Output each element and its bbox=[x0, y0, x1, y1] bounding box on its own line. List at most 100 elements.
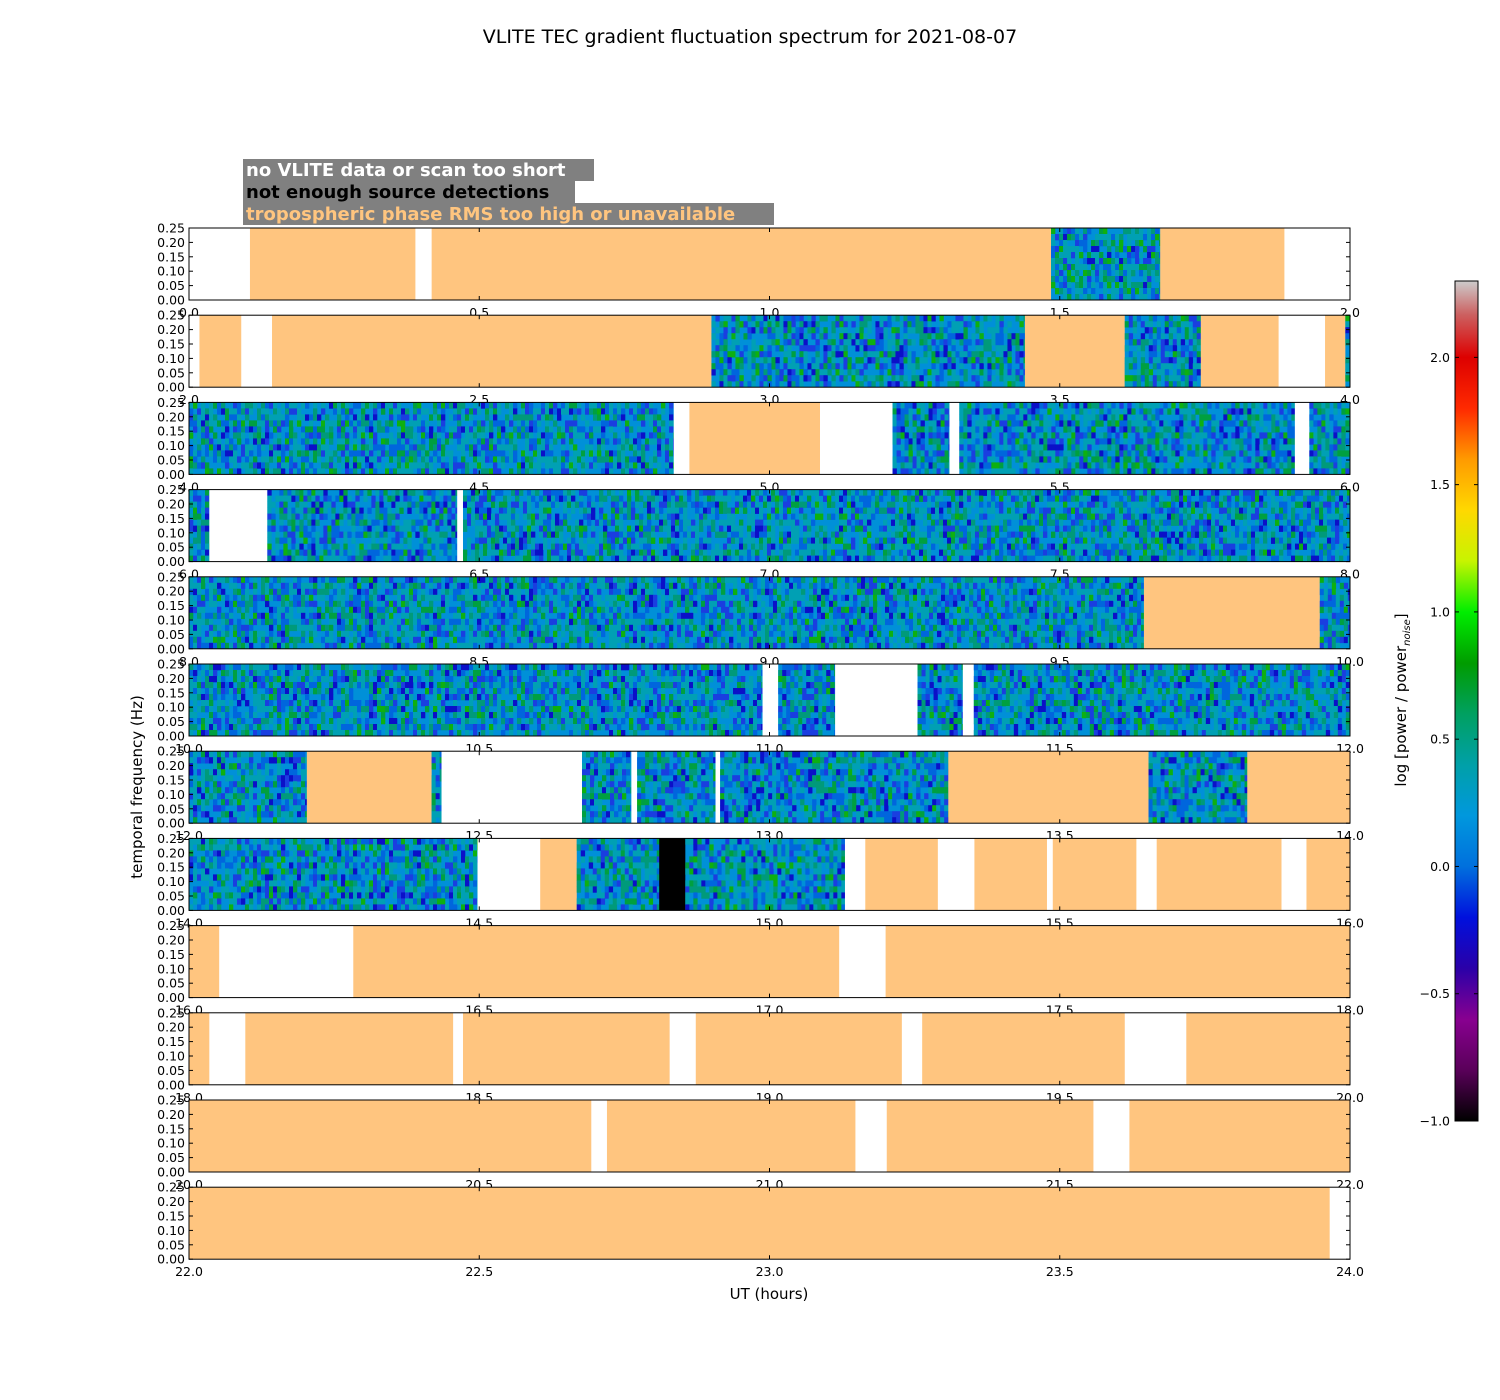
segment-no-data bbox=[855, 1100, 888, 1172]
segment-no-data bbox=[477, 838, 541, 911]
y-tick-label: 0.00 bbox=[157, 1077, 185, 1092]
y-tick-label: 0.15 bbox=[157, 685, 185, 700]
y-tick-label: 0.05 bbox=[157, 627, 185, 642]
panel-4: 0.000.050.100.150.200.256.0 6.5 7.0 7.5 8.0 bbox=[157, 482, 1360, 581]
segment-tropo bbox=[1156, 838, 1282, 911]
segment-tropo bbox=[1247, 751, 1350, 824]
y-tick-label: 0.15 bbox=[157, 947, 185, 962]
y-tick-label: 0.15 bbox=[157, 1209, 185, 1224]
segment-tropo bbox=[1186, 1012, 1350, 1085]
segment-no-data bbox=[835, 664, 918, 736]
y-tick-label: 0.20 bbox=[157, 1020, 185, 1035]
y-tick-label: 0.05 bbox=[157, 889, 185, 904]
y-tick-label: 0.10 bbox=[157, 525, 185, 540]
segment-no-data bbox=[949, 402, 960, 475]
colorbar-tick-label: 2.0 bbox=[1430, 350, 1450, 365]
segment-no-data bbox=[937, 838, 975, 911]
x-tick-label: 23.5 bbox=[1046, 1264, 1074, 1279]
segment-spectrum bbox=[189, 751, 310, 824]
segment-tropo bbox=[689, 402, 821, 475]
segment-spectrum bbox=[581, 751, 635, 824]
segment-no-data bbox=[241, 315, 273, 388]
segment-no-data bbox=[839, 925, 886, 998]
segment-no-data bbox=[631, 751, 638, 824]
legend-entry-2: not enough source detections bbox=[243, 181, 575, 203]
y-tick-label: 0.05 bbox=[157, 1237, 185, 1252]
segment-spectrum bbox=[917, 664, 966, 736]
segment-tropo bbox=[948, 751, 1149, 824]
segment-spectrum bbox=[267, 489, 460, 562]
y-tick-label: 0.10 bbox=[157, 438, 185, 453]
segment-no-data bbox=[1294, 402, 1310, 475]
segment-no-data bbox=[189, 315, 200, 388]
y-tick-label: 0.10 bbox=[157, 961, 185, 976]
colorbar: log [power / powernoise] −1.0 −0.5 0.0 0.5 1… bbox=[1392, 280, 1479, 1129]
y-tick-label: 0.05 bbox=[157, 1150, 185, 1165]
legend-label: not enough source detections bbox=[246, 182, 549, 203]
y-tick-label: 0.20 bbox=[157, 322, 185, 337]
x-tick-label: 22.5 bbox=[465, 1264, 493, 1279]
segment-spectrum bbox=[973, 664, 1350, 736]
y-tick-label: 0.10 bbox=[157, 1223, 185, 1238]
y-tick-label: 0.00 bbox=[157, 380, 185, 395]
panel-12: 0.000.050.100.150.200.25 22.0 22.5 23.0 23.5… bbox=[157, 1180, 1364, 1280]
y-tick-label: 0.15 bbox=[157, 773, 185, 788]
segment-tropo bbox=[1325, 315, 1346, 388]
segment-spectrum bbox=[778, 664, 839, 736]
segment-spectrum bbox=[189, 664, 766, 736]
y-tick-label: 0.05 bbox=[157, 540, 185, 555]
y-tick-label: 0.20 bbox=[157, 671, 185, 686]
segment-spectrum bbox=[1319, 576, 1350, 649]
y-tick-label: 0.25 bbox=[157, 1180, 185, 1195]
y-tick-label: 0.00 bbox=[157, 293, 185, 308]
panel-1: 0.000.050.100.150.200.250.0 0.5 1.0 1.5 2.0 bbox=[157, 221, 1360, 321]
colorbar-tick-label: −0.5 bbox=[1420, 986, 1450, 1001]
segment-spectrum bbox=[1124, 315, 1206, 388]
segment-no-data bbox=[415, 228, 433, 300]
segment-spectrum bbox=[576, 838, 662, 911]
y-tick-label: 0.20 bbox=[157, 409, 185, 424]
segment-tropo bbox=[886, 1100, 1094, 1172]
segment-no-data bbox=[453, 1012, 464, 1085]
segment-no-data bbox=[673, 402, 690, 475]
segment-spectrum bbox=[685, 838, 846, 911]
y-tick-label: 0.10 bbox=[157, 351, 185, 366]
y-tick-label: 0.05 bbox=[157, 976, 185, 991]
segment-tropo bbox=[189, 925, 220, 998]
segment-no-data bbox=[219, 925, 354, 998]
y-tick-label: 0.00 bbox=[157, 467, 185, 482]
segment-spectrum bbox=[711, 315, 1028, 388]
y-tick-label: 0.00 bbox=[157, 990, 185, 1005]
y-tick-label: 0.05 bbox=[157, 1063, 185, 1078]
legend-entry-1: no VLITE data or scan too short bbox=[243, 159, 594, 181]
y-tick-label: 0.10 bbox=[157, 700, 185, 715]
segment-tropo bbox=[249, 228, 416, 300]
colorbar-tick-label: 1.0 bbox=[1430, 604, 1450, 619]
segment-no-data bbox=[209, 489, 268, 562]
segment-no-data bbox=[1093, 1100, 1130, 1172]
segment-tropo bbox=[1160, 228, 1285, 300]
y-tick-label: 0.20 bbox=[157, 933, 185, 948]
y-tick-label: 0.25 bbox=[157, 569, 185, 584]
y-tick-label: 0.25 bbox=[157, 657, 185, 672]
y-tick-label: 0.00 bbox=[157, 554, 185, 569]
y-tick-label: 0.05 bbox=[157, 801, 185, 816]
x-axis-label: UT (hours) bbox=[730, 1285, 809, 1303]
panel-2: 0.000.050.100.150.200.252.0 2.5 3.0 3.5 4.0 bbox=[157, 308, 1360, 408]
segment-spectrum bbox=[189, 576, 1146, 649]
y-tick-label: 0.20 bbox=[157, 584, 185, 599]
y-tick-label: 0.00 bbox=[157, 1252, 185, 1267]
segment-spectrum bbox=[959, 402, 1296, 475]
y-tick-label: 0.15 bbox=[157, 424, 185, 439]
y-tick-label: 0.20 bbox=[157, 1107, 185, 1122]
colorbar-label: log [power / powernoise] bbox=[1392, 613, 1413, 786]
segment-spectrum bbox=[892, 402, 953, 475]
segment-no-data bbox=[820, 402, 893, 475]
y-tick-label: 0.10 bbox=[157, 1049, 185, 1064]
y-tick-label: 0.00 bbox=[157, 903, 185, 918]
segment-no-data bbox=[209, 1012, 246, 1085]
